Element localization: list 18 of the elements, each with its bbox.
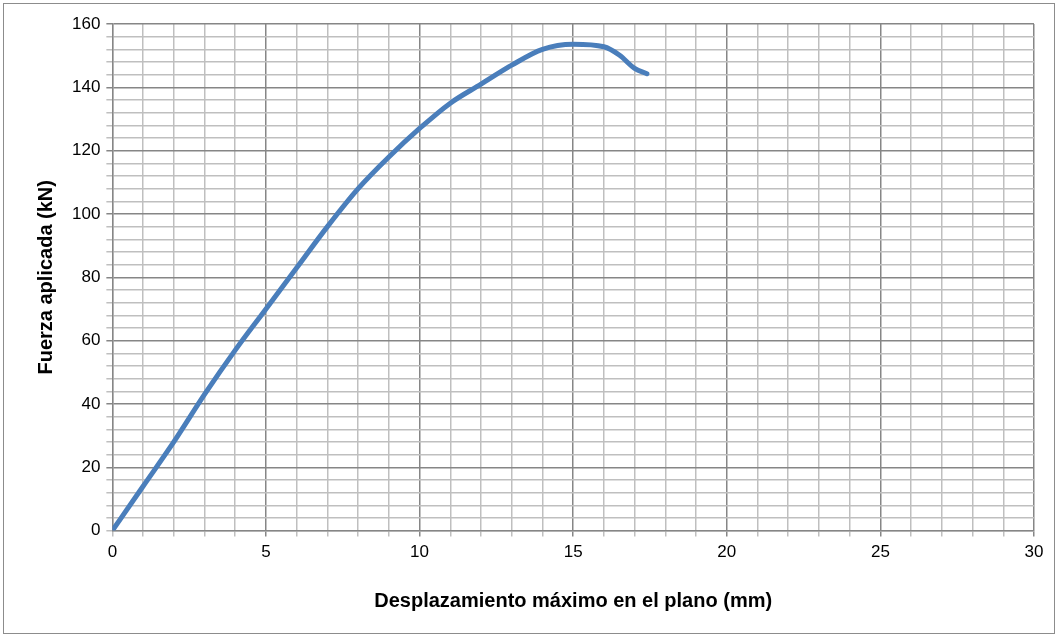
x-tick-label: 10 — [410, 542, 430, 562]
x-tick-label: 0 — [107, 542, 118, 562]
y-tick-label: 120 — [71, 140, 101, 160]
y-tick-label: 60 — [81, 330, 101, 350]
x-tick-label: 15 — [563, 542, 583, 562]
y-axis-title: Fuerza aplicada (kN) — [33, 180, 56, 375]
x-tick-label: 20 — [717, 542, 737, 562]
x-tick-label: 30 — [1024, 542, 1044, 562]
y-tick-label: 140 — [71, 77, 101, 97]
y-tick-label: 40 — [81, 393, 101, 413]
y-tick-label: 20 — [81, 456, 101, 476]
x-tick-label: 25 — [870, 542, 890, 562]
y-tick-label: 80 — [81, 266, 101, 286]
y-tick-label: 100 — [71, 203, 101, 223]
x-axis-title: Desplazamiento máximo en el plano (mm) — [374, 588, 773, 611]
y-tick-label: 0 — [90, 520, 101, 540]
y-tick-label: 160 — [71, 13, 101, 33]
x-tick-label: 5 — [261, 542, 271, 562]
